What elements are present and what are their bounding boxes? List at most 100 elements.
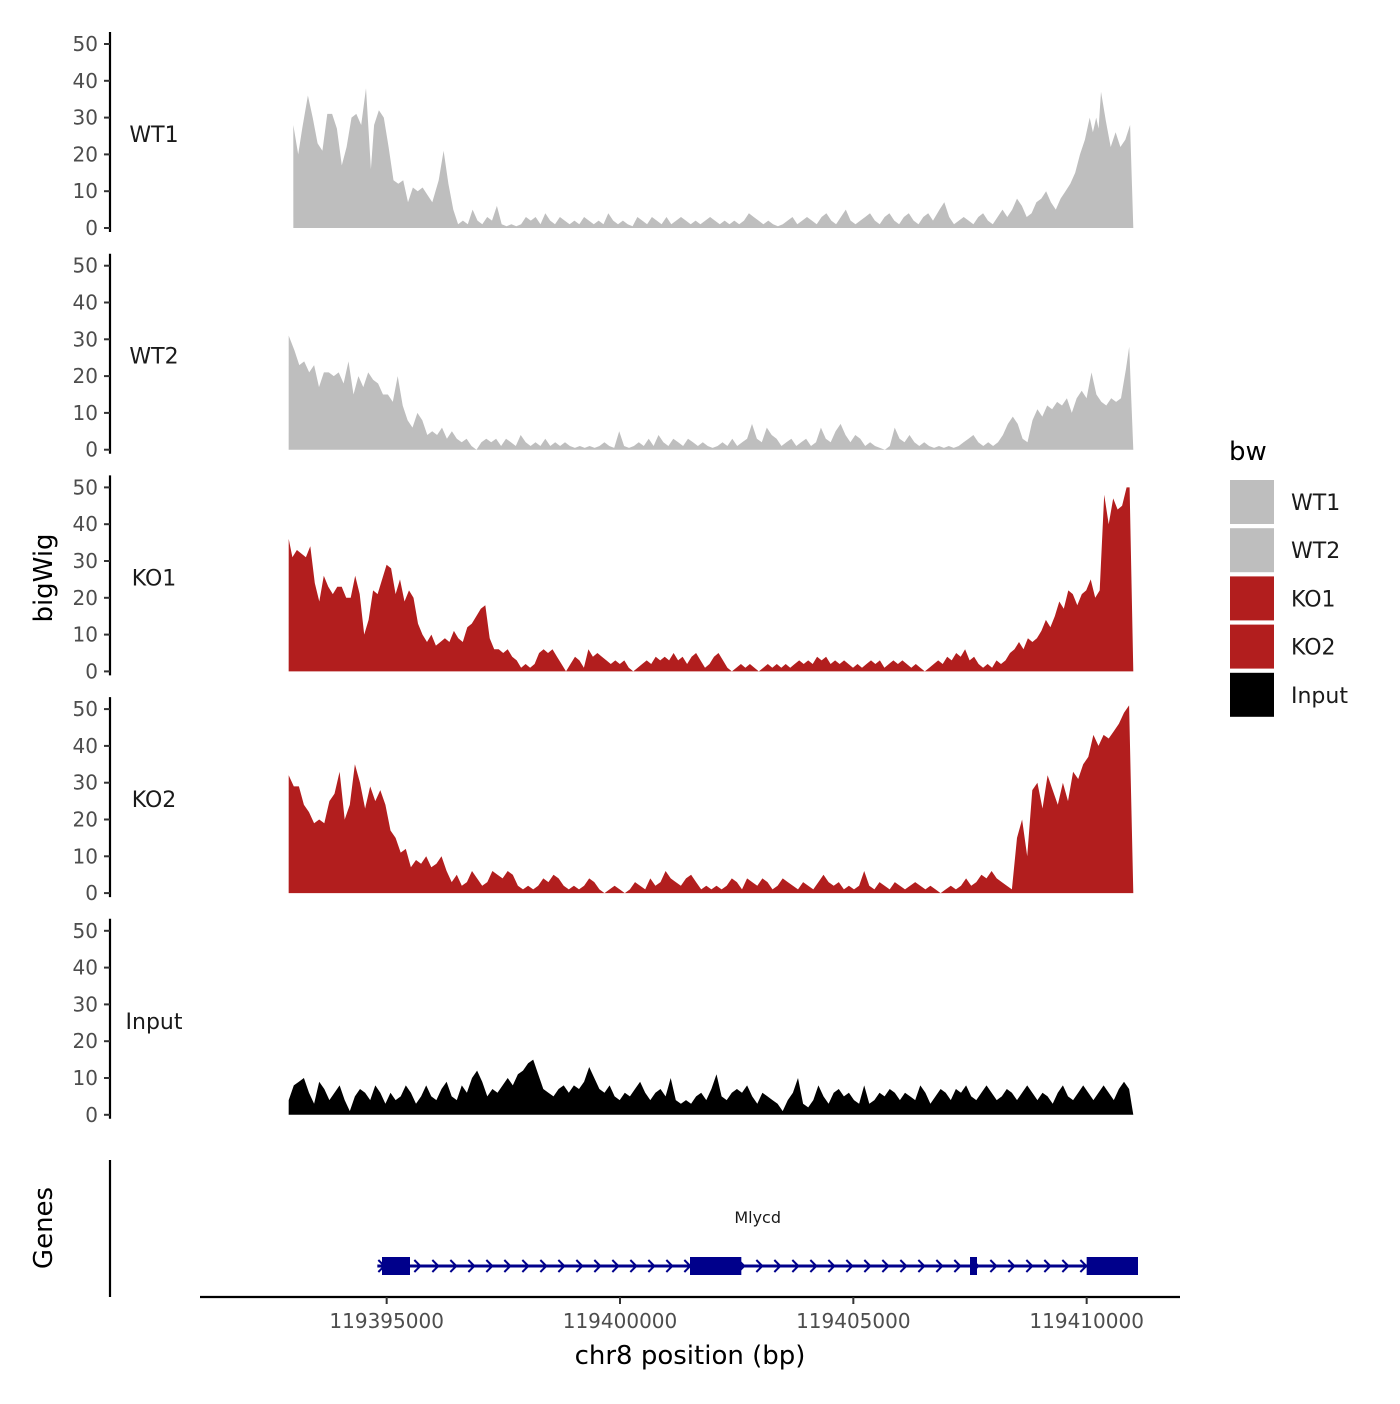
area-series-wt2 (288, 335, 1134, 450)
legend-item-wt1: WT1 (1230, 480, 1340, 524)
y-tick-label: 10 (73, 1066, 98, 1090)
strand-arrow (917, 1259, 926, 1273)
strand-arrow (953, 1259, 962, 1273)
legend-label: KO2 (1291, 636, 1336, 661)
track-label: WT1 (129, 123, 178, 148)
legend-title: bw (1229, 437, 1267, 467)
legend-label: KO1 (1291, 587, 1336, 612)
y-tick-label: 30 (73, 106, 98, 130)
y-tick-label: 0 (85, 438, 98, 462)
y-tick-label: 20 (73, 1029, 98, 1053)
strand-arrow (863, 1259, 872, 1273)
legend-item-wt2: WT2 (1230, 528, 1340, 573)
y-tick-label: 20 (73, 808, 98, 832)
x-tick-label: 119405000 (796, 1309, 911, 1333)
legend: bw WT1 WT2 KO1 KO2 Input (1229, 437, 1348, 717)
strand-arrow (773, 1259, 782, 1273)
y-tick-label: 0 (85, 659, 98, 683)
legend-label: WT1 (1291, 491, 1340, 516)
legend-swatch (1230, 576, 1274, 621)
strand-arrow (935, 1259, 944, 1273)
track-ko2: 0 10 20 30 40 50 KO2 (73, 697, 1134, 905)
strand-arrow (431, 1259, 440, 1273)
y-axis-title: bigWig (29, 533, 59, 622)
strand-arrow (1025, 1259, 1034, 1273)
legend-label: Input (1291, 684, 1348, 709)
x-axis-title: chr8 position (bp) (575, 1341, 806, 1371)
y-tick-label: 40 (73, 291, 98, 315)
exon (382, 1257, 410, 1275)
strand-arrow (665, 1259, 674, 1273)
strand-arrow (827, 1259, 836, 1273)
genes-layer: Mlycd (108, 1160, 1138, 1297)
strand-arrow (1061, 1259, 1070, 1273)
track-label: Input (126, 1010, 183, 1035)
y-tick-label: 30 (73, 549, 98, 573)
y-tick-label: 50 (73, 697, 98, 721)
area-series-wt1 (293, 88, 1134, 228)
y-tick-label: 40 (73, 956, 98, 980)
x-tick-label: 119410000 (1029, 1309, 1144, 1333)
y-tick-label: 10 (73, 623, 98, 647)
y-tick-label: 0 (85, 881, 98, 905)
strand-arrow (611, 1259, 620, 1273)
y-tick-label: 50 (73, 919, 98, 943)
exon (1086, 1257, 1138, 1275)
y-tick-label: 0 (85, 1103, 98, 1127)
strand-arrow (755, 1259, 764, 1273)
y-tick-label: 20 (73, 364, 98, 388)
y-tick-label: 50 (73, 254, 98, 278)
strand-arrow (809, 1259, 818, 1273)
strand-arrow (467, 1259, 476, 1273)
legend-item-ko2: KO2 (1230, 624, 1336, 669)
strand-arrow (575, 1259, 584, 1273)
legend-swatch (1230, 528, 1274, 573)
strand-arrow (1079, 1259, 1088, 1273)
track-label: KO2 (132, 788, 177, 813)
y-tick-label: 30 (73, 992, 98, 1016)
y-tick-label: 50 (73, 475, 98, 499)
y-tick-label: 30 (73, 327, 98, 351)
track-wt2: 0 10 20 30 40 50 WT2 (73, 253, 1134, 462)
y-tick-label: 0 (85, 216, 98, 240)
strand-arrow (791, 1259, 800, 1273)
x-axis: 119395000 119400000 119405000 119410000 (200, 1295, 1180, 1333)
legend-item-input: Input (1230, 672, 1348, 717)
track-label: KO1 (132, 566, 177, 591)
strand-arrow (449, 1259, 458, 1273)
strand-arrow (485, 1259, 494, 1273)
y-tick-label: 10 (73, 844, 98, 868)
x-tick-label: 119395000 (329, 1309, 444, 1333)
strand-arrow (1043, 1259, 1052, 1273)
track-ko1: 0 10 20 30 40 50 KO1 (73, 475, 1134, 683)
y-tick-label: 50 (73, 32, 98, 56)
y-tick-label: 10 (73, 179, 98, 203)
track-wt1: 0 10 20 30 40 50 WT1 (73, 32, 1134, 240)
strand-arrow (521, 1259, 530, 1273)
strand-arrow (503, 1259, 512, 1273)
strand-arrow (845, 1259, 854, 1273)
strand-arrow (647, 1259, 656, 1273)
exon (690, 1257, 742, 1275)
area-series-input (288, 1059, 1134, 1115)
x-tick-label: 119400000 (563, 1309, 678, 1333)
y-tick-label: 40 (73, 69, 98, 93)
strand-arrow (593, 1259, 602, 1273)
legend-swatch (1230, 624, 1274, 669)
tracks-layer: 0 10 20 30 40 50 WT1 0 10 20 30 40 50 WT2 0 10 20 30 40 50 K… (73, 32, 1134, 1127)
strand-arrow (557, 1259, 566, 1273)
y-tick-label: 40 (73, 734, 98, 758)
gene-label: Mlycd (734, 1208, 781, 1227)
exon (970, 1257, 977, 1275)
strand-arrow (539, 1259, 548, 1273)
strand-arrow (1007, 1259, 1016, 1273)
strand-arrow (629, 1259, 638, 1273)
strand-arrow (989, 1259, 998, 1273)
strand-arrow (881, 1259, 890, 1273)
genes-track-title: Genes (29, 1187, 59, 1269)
y-tick-label: 40 (73, 512, 98, 536)
legend-swatch (1230, 672, 1274, 717)
strand-arrow (899, 1259, 908, 1273)
